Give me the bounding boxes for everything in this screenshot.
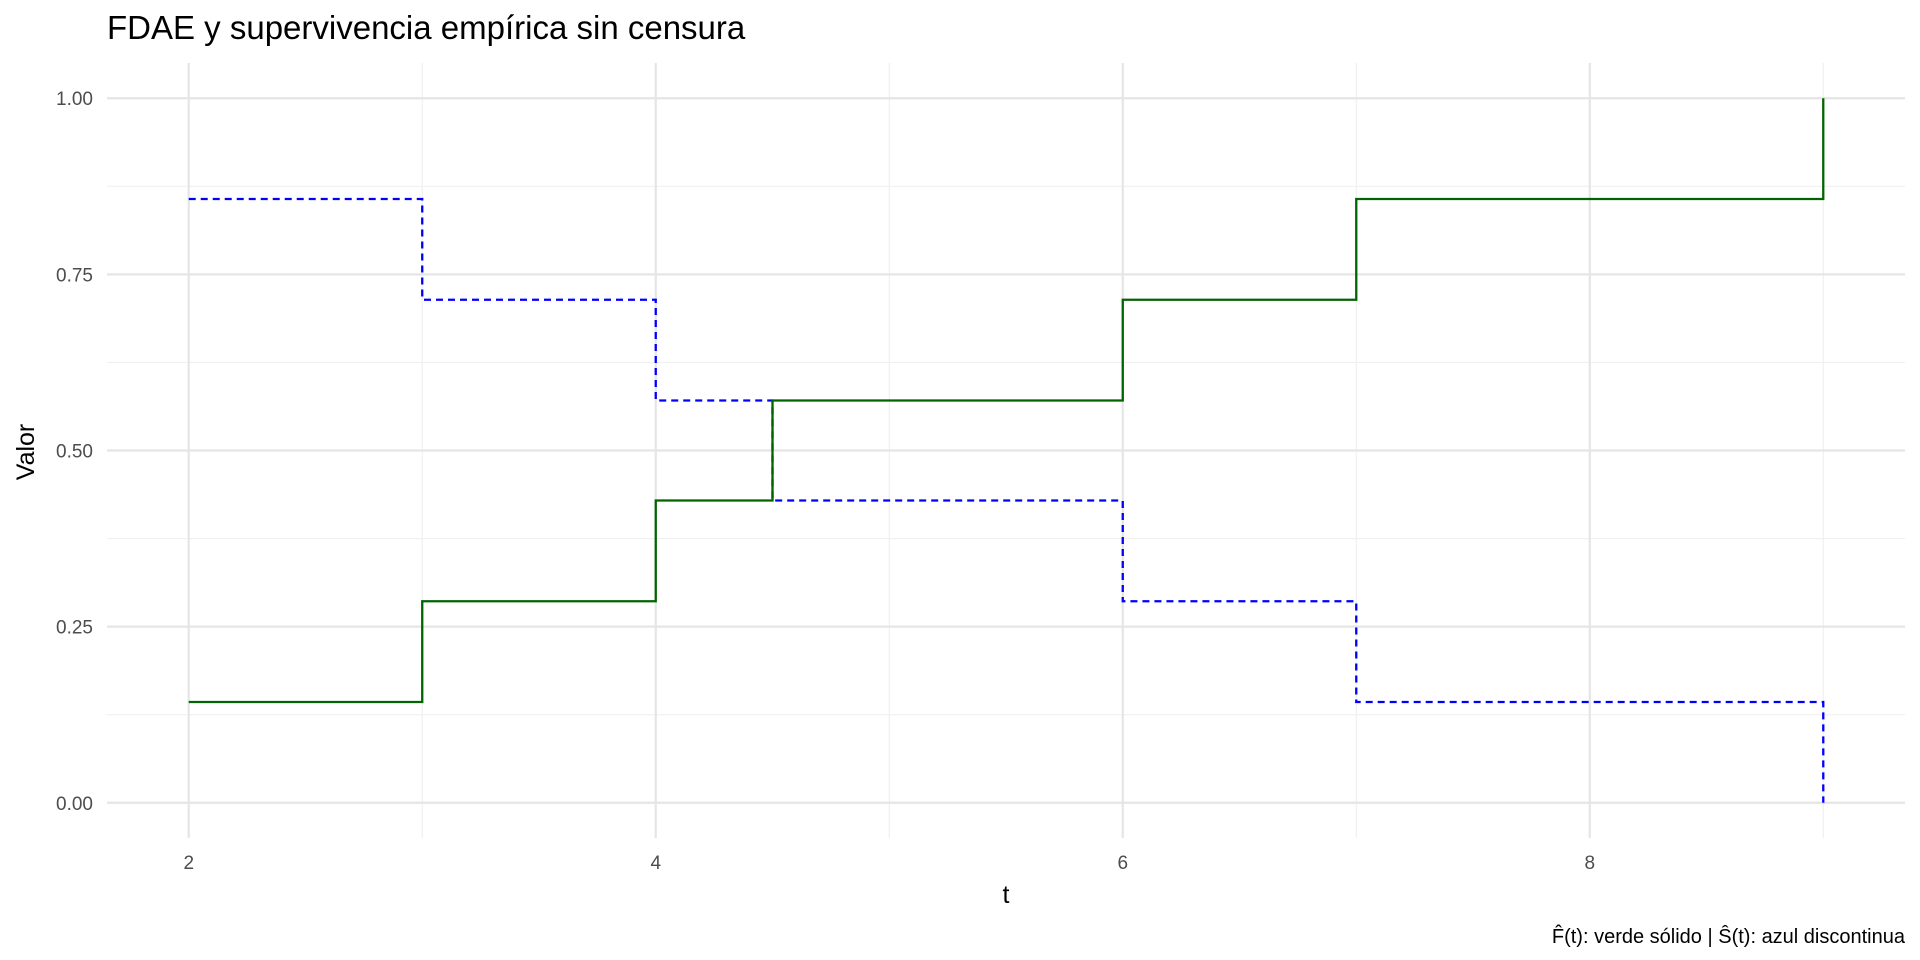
chart-title: FDAE y supervivencia empírica sin censur… <box>107 9 746 46</box>
series-layer <box>188 98 1825 803</box>
x-tick-label: 6 <box>1117 853 1128 874</box>
y-tick-label: 0.75 <box>56 265 93 286</box>
chart-caption: F̂(t): verde sólido | Ŝ(t): azul discont… <box>1552 925 1906 948</box>
x-tick-label: 8 <box>1584 853 1595 874</box>
major-gridlines <box>107 63 1905 838</box>
y-axis-title: Valor <box>12 424 40 481</box>
x-tick-label: 4 <box>650 853 661 874</box>
y-tick-label: 0.25 <box>56 618 93 639</box>
x-tick-labels: 2 4 6 8 <box>183 853 1595 874</box>
y-tick-label: 0.00 <box>56 794 93 815</box>
ecdf-step-line <box>188 98 1825 704</box>
survival-step-line <box>188 197 1825 803</box>
x-axis-title: t <box>1003 881 1010 909</box>
y-tick-labels: 0.00 0.25 0.50 0.75 1.00 <box>56 89 93 815</box>
y-tick-label: 0.50 <box>56 442 93 463</box>
y-tick-label: 1.00 <box>56 89 93 110</box>
x-tick-label: 2 <box>183 853 194 874</box>
